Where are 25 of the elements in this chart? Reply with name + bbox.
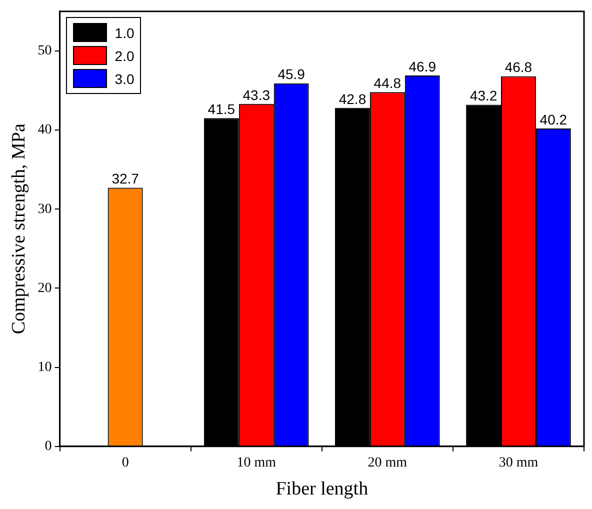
x-axis-title: Fiber length: [276, 478, 369, 500]
x-tick-label: 30 mm: [498, 455, 538, 470]
data-label: 46.8: [504, 59, 532, 76]
y-tick-label: 0: [44, 439, 52, 454]
legend-label: 1.0: [114, 24, 134, 41]
data-label: 43.3: [242, 86, 270, 103]
data-label: 42.8: [338, 90, 366, 107]
y-tick-label: 50: [38, 44, 52, 59]
legend-label: 2.0: [114, 48, 134, 64]
x-tick-label: 0: [122, 455, 129, 470]
data-label: 41.5: [208, 101, 236, 118]
data-label: 45.9: [278, 66, 306, 82]
y-tick-label: 20: [38, 280, 52, 296]
data-label: 46.9: [408, 58, 436, 74]
y-axis-title: Compressive strength, MPa: [8, 123, 30, 334]
x-tick-label: 10 mm: [236, 455, 276, 470]
legend-label: 3.0: [114, 70, 134, 87]
y-tick-label: 30: [38, 202, 52, 217]
data-label: 40.2: [540, 111, 568, 128]
x-tick-label: 20 mm: [368, 455, 408, 470]
data-label: 32.7: [112, 170, 140, 187]
data-label: 43.2: [470, 88, 498, 104]
y-tick-label: 40: [38, 122, 52, 138]
data-label: 44.8: [374, 74, 402, 91]
y-tick-label: 10: [38, 360, 52, 375]
